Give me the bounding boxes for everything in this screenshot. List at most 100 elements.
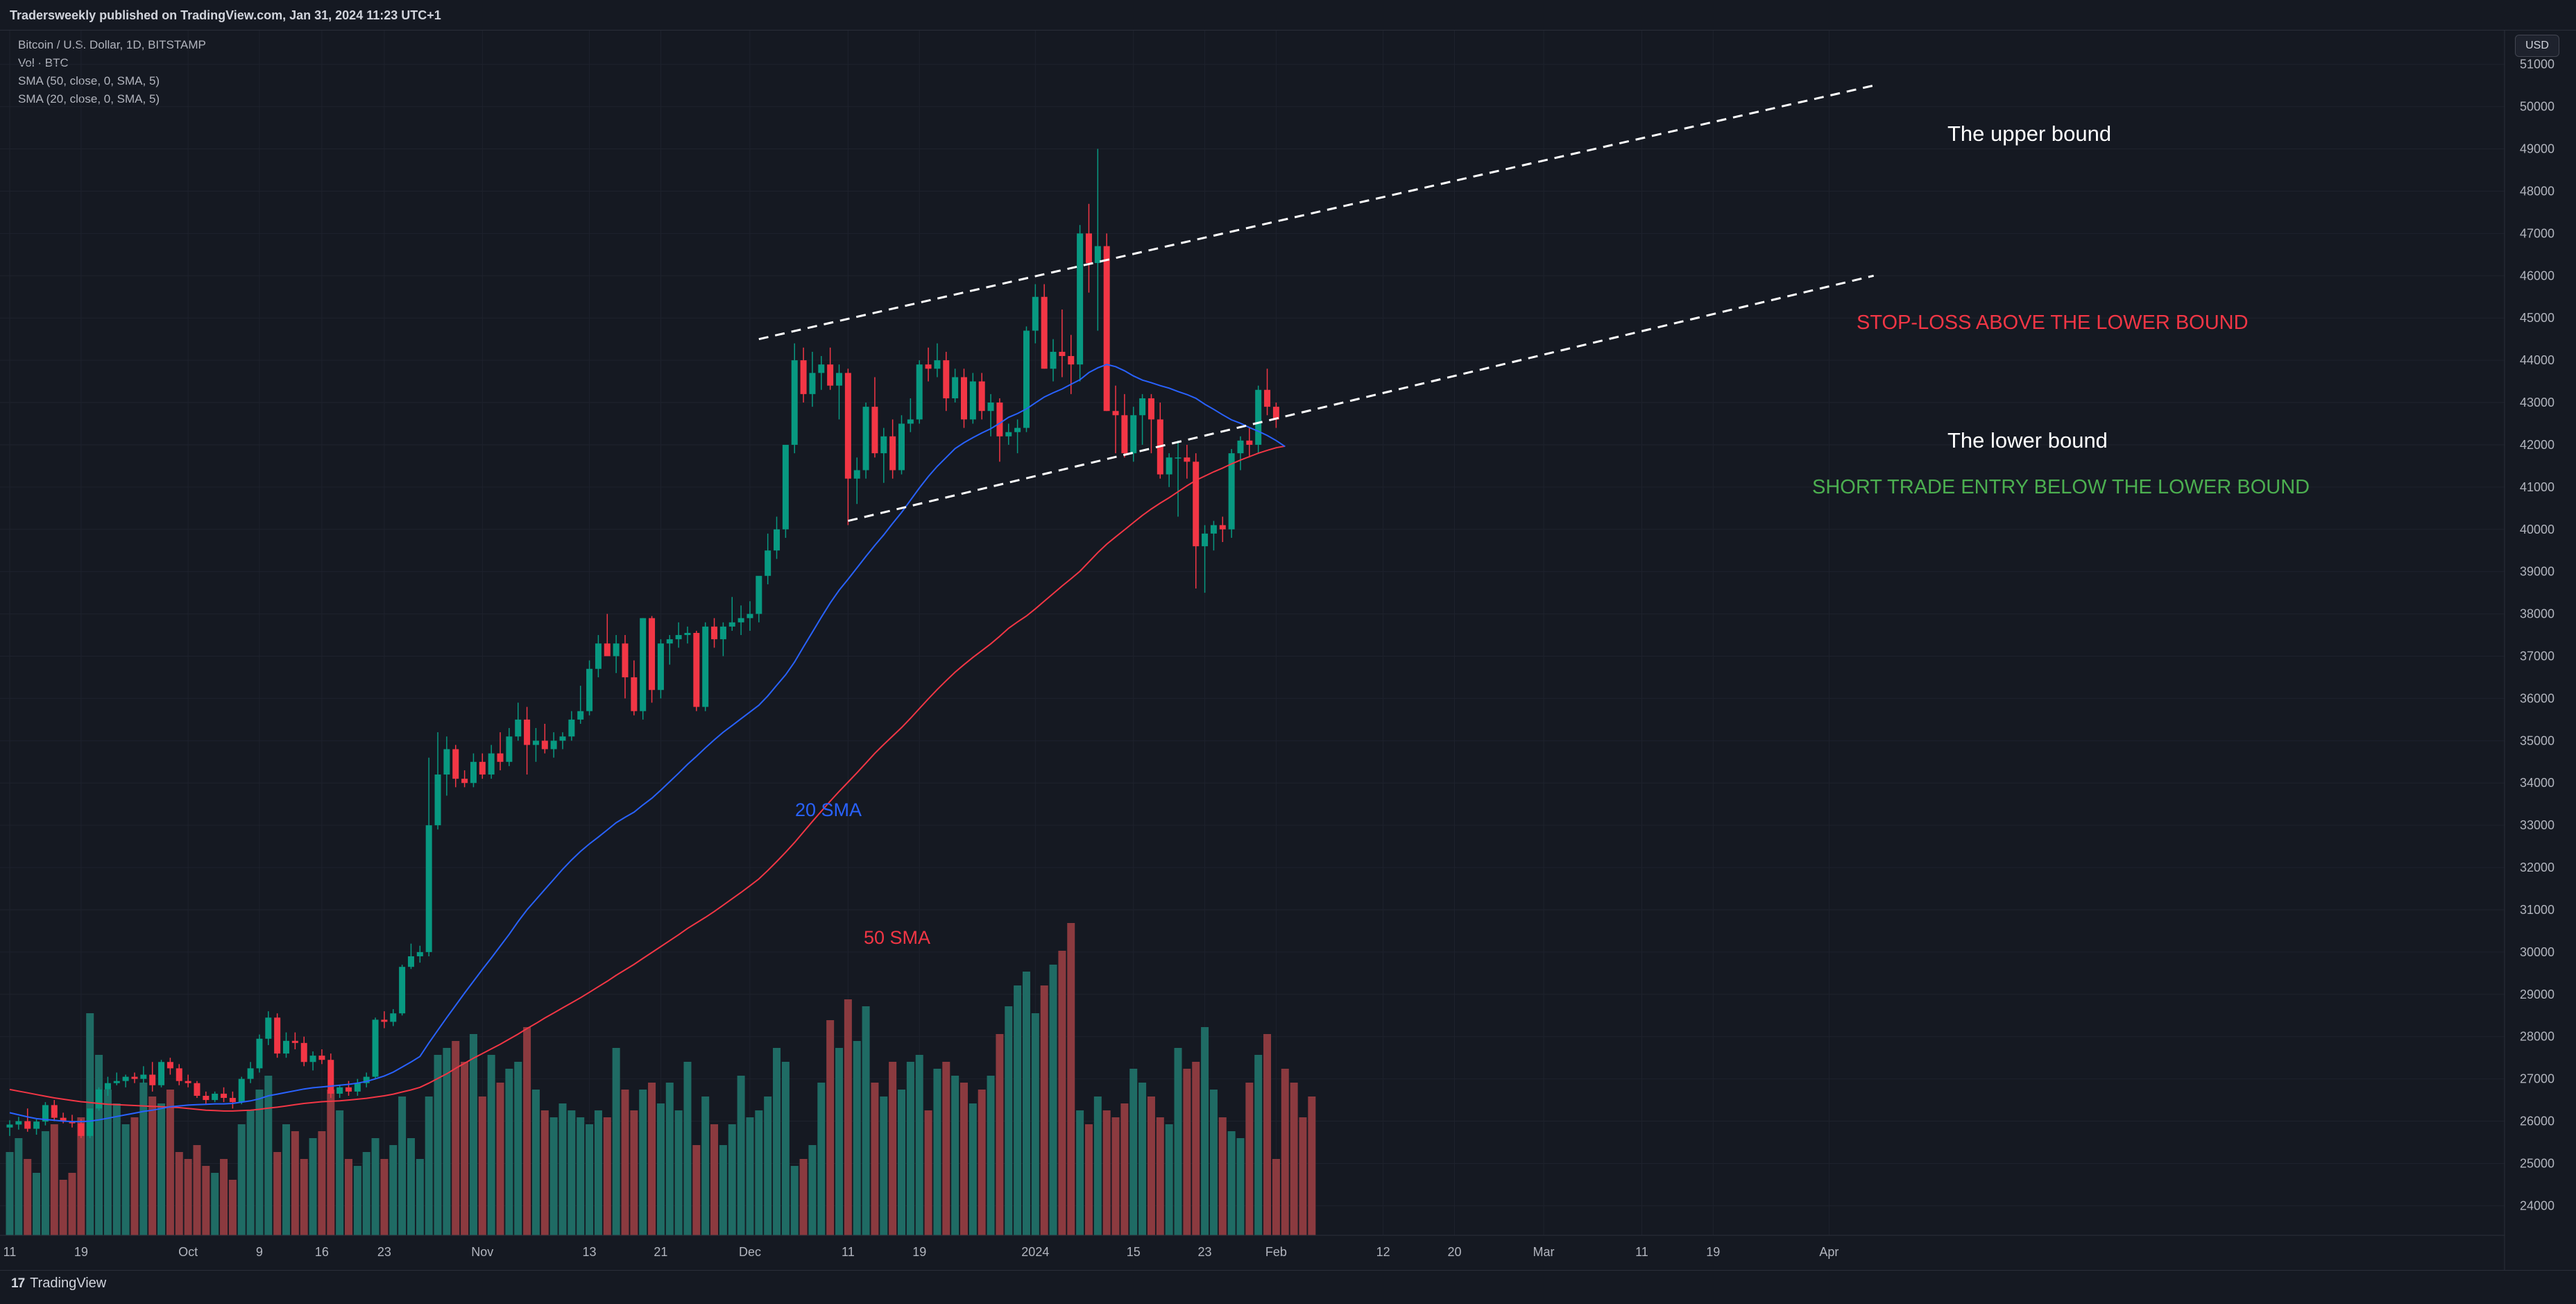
volume-bar (380, 1159, 389, 1235)
volume-bar (764, 1096, 772, 1235)
candle-body (42, 1105, 49, 1122)
candle-body (283, 1040, 290, 1054)
volume-bar (1147, 1096, 1155, 1235)
candle-body (229, 1098, 236, 1103)
price-tick-label: 29000 (2520, 988, 2554, 1001)
currency-button[interactable]: USD (2515, 35, 2559, 57)
volume-bar (33, 1173, 41, 1235)
volume-bar (193, 1145, 201, 1235)
price-tick-label: 39000 (2520, 565, 2554, 579)
lower-channel-line (848, 274, 1875, 523)
candle-body (586, 668, 593, 711)
volume-bar (1174, 1048, 1182, 1235)
candle-body (1139, 398, 1146, 416)
time-tick-label: 19 (912, 1245, 926, 1259)
time-tick-label: 11 (842, 1245, 855, 1259)
candle-body (1068, 356, 1075, 365)
candle-body (327, 1060, 334, 1094)
volume-bar (728, 1124, 736, 1235)
price-tick-label: 47000 (2520, 226, 2554, 240)
candle-body (185, 1081, 191, 1083)
candle-body (818, 364, 825, 373)
volume-bar (746, 1117, 754, 1235)
price-tick-label: 49000 (2520, 142, 2554, 156)
candle-body (925, 364, 932, 369)
legend-sma20[interactable]: SMA (20, close, 0, SMA, 5) (18, 92, 160, 105)
legend-volume[interactable]: Vol · BTC (18, 56, 69, 69)
price-tick-label: 28000 (2520, 1030, 2554, 1044)
volume-bar (1272, 1159, 1280, 1235)
volume-bar (969, 1103, 977, 1235)
volume-bar (987, 1076, 995, 1235)
volume-bar (50, 1124, 58, 1235)
volume-bar (880, 1096, 888, 1235)
volume-bar (68, 1173, 76, 1235)
candle-body (176, 1068, 182, 1081)
volume-bar (344, 1159, 352, 1235)
price-tick-label: 41000 (2520, 480, 2554, 494)
candle-body (898, 423, 905, 471)
candle-body (96, 1089, 103, 1109)
volume-bar (781, 1062, 790, 1235)
time-tick-label: Mar (1533, 1245, 1555, 1259)
volume-bar (24, 1159, 32, 1235)
tradingview-logo-icon: 17 (11, 1276, 25, 1291)
candle-body (113, 1081, 120, 1083)
candle-body (256, 1038, 263, 1069)
candle-body (631, 677, 638, 711)
candle-body (1246, 440, 1253, 445)
candle-body (800, 360, 807, 394)
volume-bar (1183, 1069, 1191, 1235)
candle-body (649, 618, 656, 691)
candle-body (274, 1017, 281, 1054)
volume-bar (773, 1048, 781, 1235)
time-tick-label: 19 (74, 1245, 88, 1259)
legend-sma50[interactable]: SMA (50, close, 0, SMA, 5) (18, 74, 160, 87)
candle-body (238, 1078, 245, 1103)
candle-body (934, 360, 941, 369)
time-axis: 11 19 Oct 9 16 23 Nov 13 21 Dec 11 19 2024 15 23 Feb 12 2… (3, 1245, 1839, 1259)
candle-body (461, 779, 468, 784)
volume-bar (549, 1117, 558, 1235)
candle-body (684, 633, 691, 636)
volume-bar (1120, 1103, 1129, 1235)
candle-body (613, 643, 620, 657)
volume-bar (1129, 1069, 1138, 1235)
volume-bar (978, 1090, 986, 1235)
price-tick-label: 36000 (2520, 691, 2554, 705)
candle-body (657, 643, 664, 691)
candle-body (1228, 453, 1235, 530)
annotation-sma20: 20 SMA (795, 799, 862, 820)
candle-body (640, 618, 647, 711)
candle-body (140, 1074, 147, 1079)
candle-body (345, 1087, 352, 1092)
candle-body (1184, 457, 1191, 462)
volume-bar (389, 1145, 398, 1235)
volume-bar (692, 1145, 701, 1235)
time-tick-label: 11 (3, 1245, 17, 1259)
volume-bar (959, 1083, 968, 1235)
volume-bar (1254, 1055, 1263, 1235)
volume-bar (15, 1138, 23, 1235)
candle-body (987, 403, 994, 412)
candle-body (1032, 296, 1039, 331)
volume-bar (648, 1083, 656, 1235)
volume-bar (755, 1110, 763, 1235)
volume-bar (103, 1090, 112, 1235)
volume-bar (264, 1076, 273, 1235)
volume-bar (531, 1090, 540, 1235)
volume-bar (683, 1062, 692, 1235)
candle-body (666, 639, 673, 644)
candle-body (871, 407, 878, 454)
tradingview-logo[interactable]: 17 TradingView (11, 1276, 106, 1292)
volume-bar (300, 1159, 308, 1235)
volume-bar (407, 1138, 415, 1235)
volume-bar (577, 1117, 585, 1235)
upper-channel-line (758, 84, 1875, 341)
candle-body (300, 1042, 307, 1062)
volume-bar (799, 1159, 808, 1235)
volume-bar (1218, 1117, 1227, 1235)
legend-symbol[interactable]: Bitcoin / U.S. Dollar, 1D, BITSTAMP (18, 38, 206, 51)
candle-body (604, 643, 611, 657)
